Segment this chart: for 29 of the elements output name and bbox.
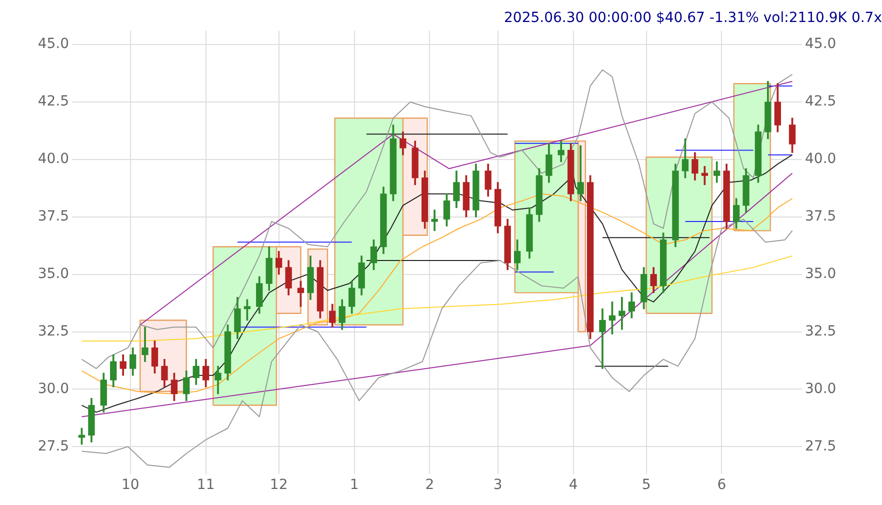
y2-tick-label: 30.0 — [805, 380, 836, 397]
y-tick-label: 42.5 — [38, 94, 69, 110]
y-tick-label: 37.5 — [38, 208, 69, 225]
candlestick — [701, 166, 708, 186]
y-tick-label: 27.5 — [38, 438, 69, 454]
y-tick-label: 30.0 — [38, 380, 69, 397]
y-tick-label: 35.0 — [38, 266, 69, 282]
y-tick-label: 32.5 — [38, 323, 69, 340]
x-tick-label: 6 — [717, 477, 726, 494]
y2-tick-label: 37.5 — [805, 208, 836, 225]
y2-tick-label: 45.0 — [805, 36, 836, 52]
y2-tick-label: 40.0 — [805, 151, 836, 168]
y-tick-label: 40.0 — [38, 151, 69, 168]
x-tick-label: 1 — [350, 477, 359, 494]
y2-tick-label: 32.5 — [805, 323, 836, 340]
x-tick-label: 12 — [270, 477, 288, 494]
x-tick-label: 11 — [196, 477, 215, 494]
y2-tick-label: 35.0 — [805, 266, 836, 282]
candlestick — [618, 296, 626, 330]
x-tick-label: 3 — [493, 477, 502, 494]
x-tick-label: 5 — [642, 477, 651, 494]
x-tick-label: 4 — [568, 477, 578, 494]
y-tick-label: 45.0 — [38, 36, 69, 52]
x-tick-label: 10 — [121, 477, 140, 494]
y2-tick-label: 42.5 — [805, 94, 836, 110]
x-tick-label: 2 — [425, 477, 434, 494]
candlestick — [431, 210, 438, 232]
chart-title: 2025.06.30 00:00:00 $40.67 -1.31% vol:2110.9K 0.7x — [504, 10, 882, 26]
y2-tick-label: 27.5 — [805, 438, 836, 454]
